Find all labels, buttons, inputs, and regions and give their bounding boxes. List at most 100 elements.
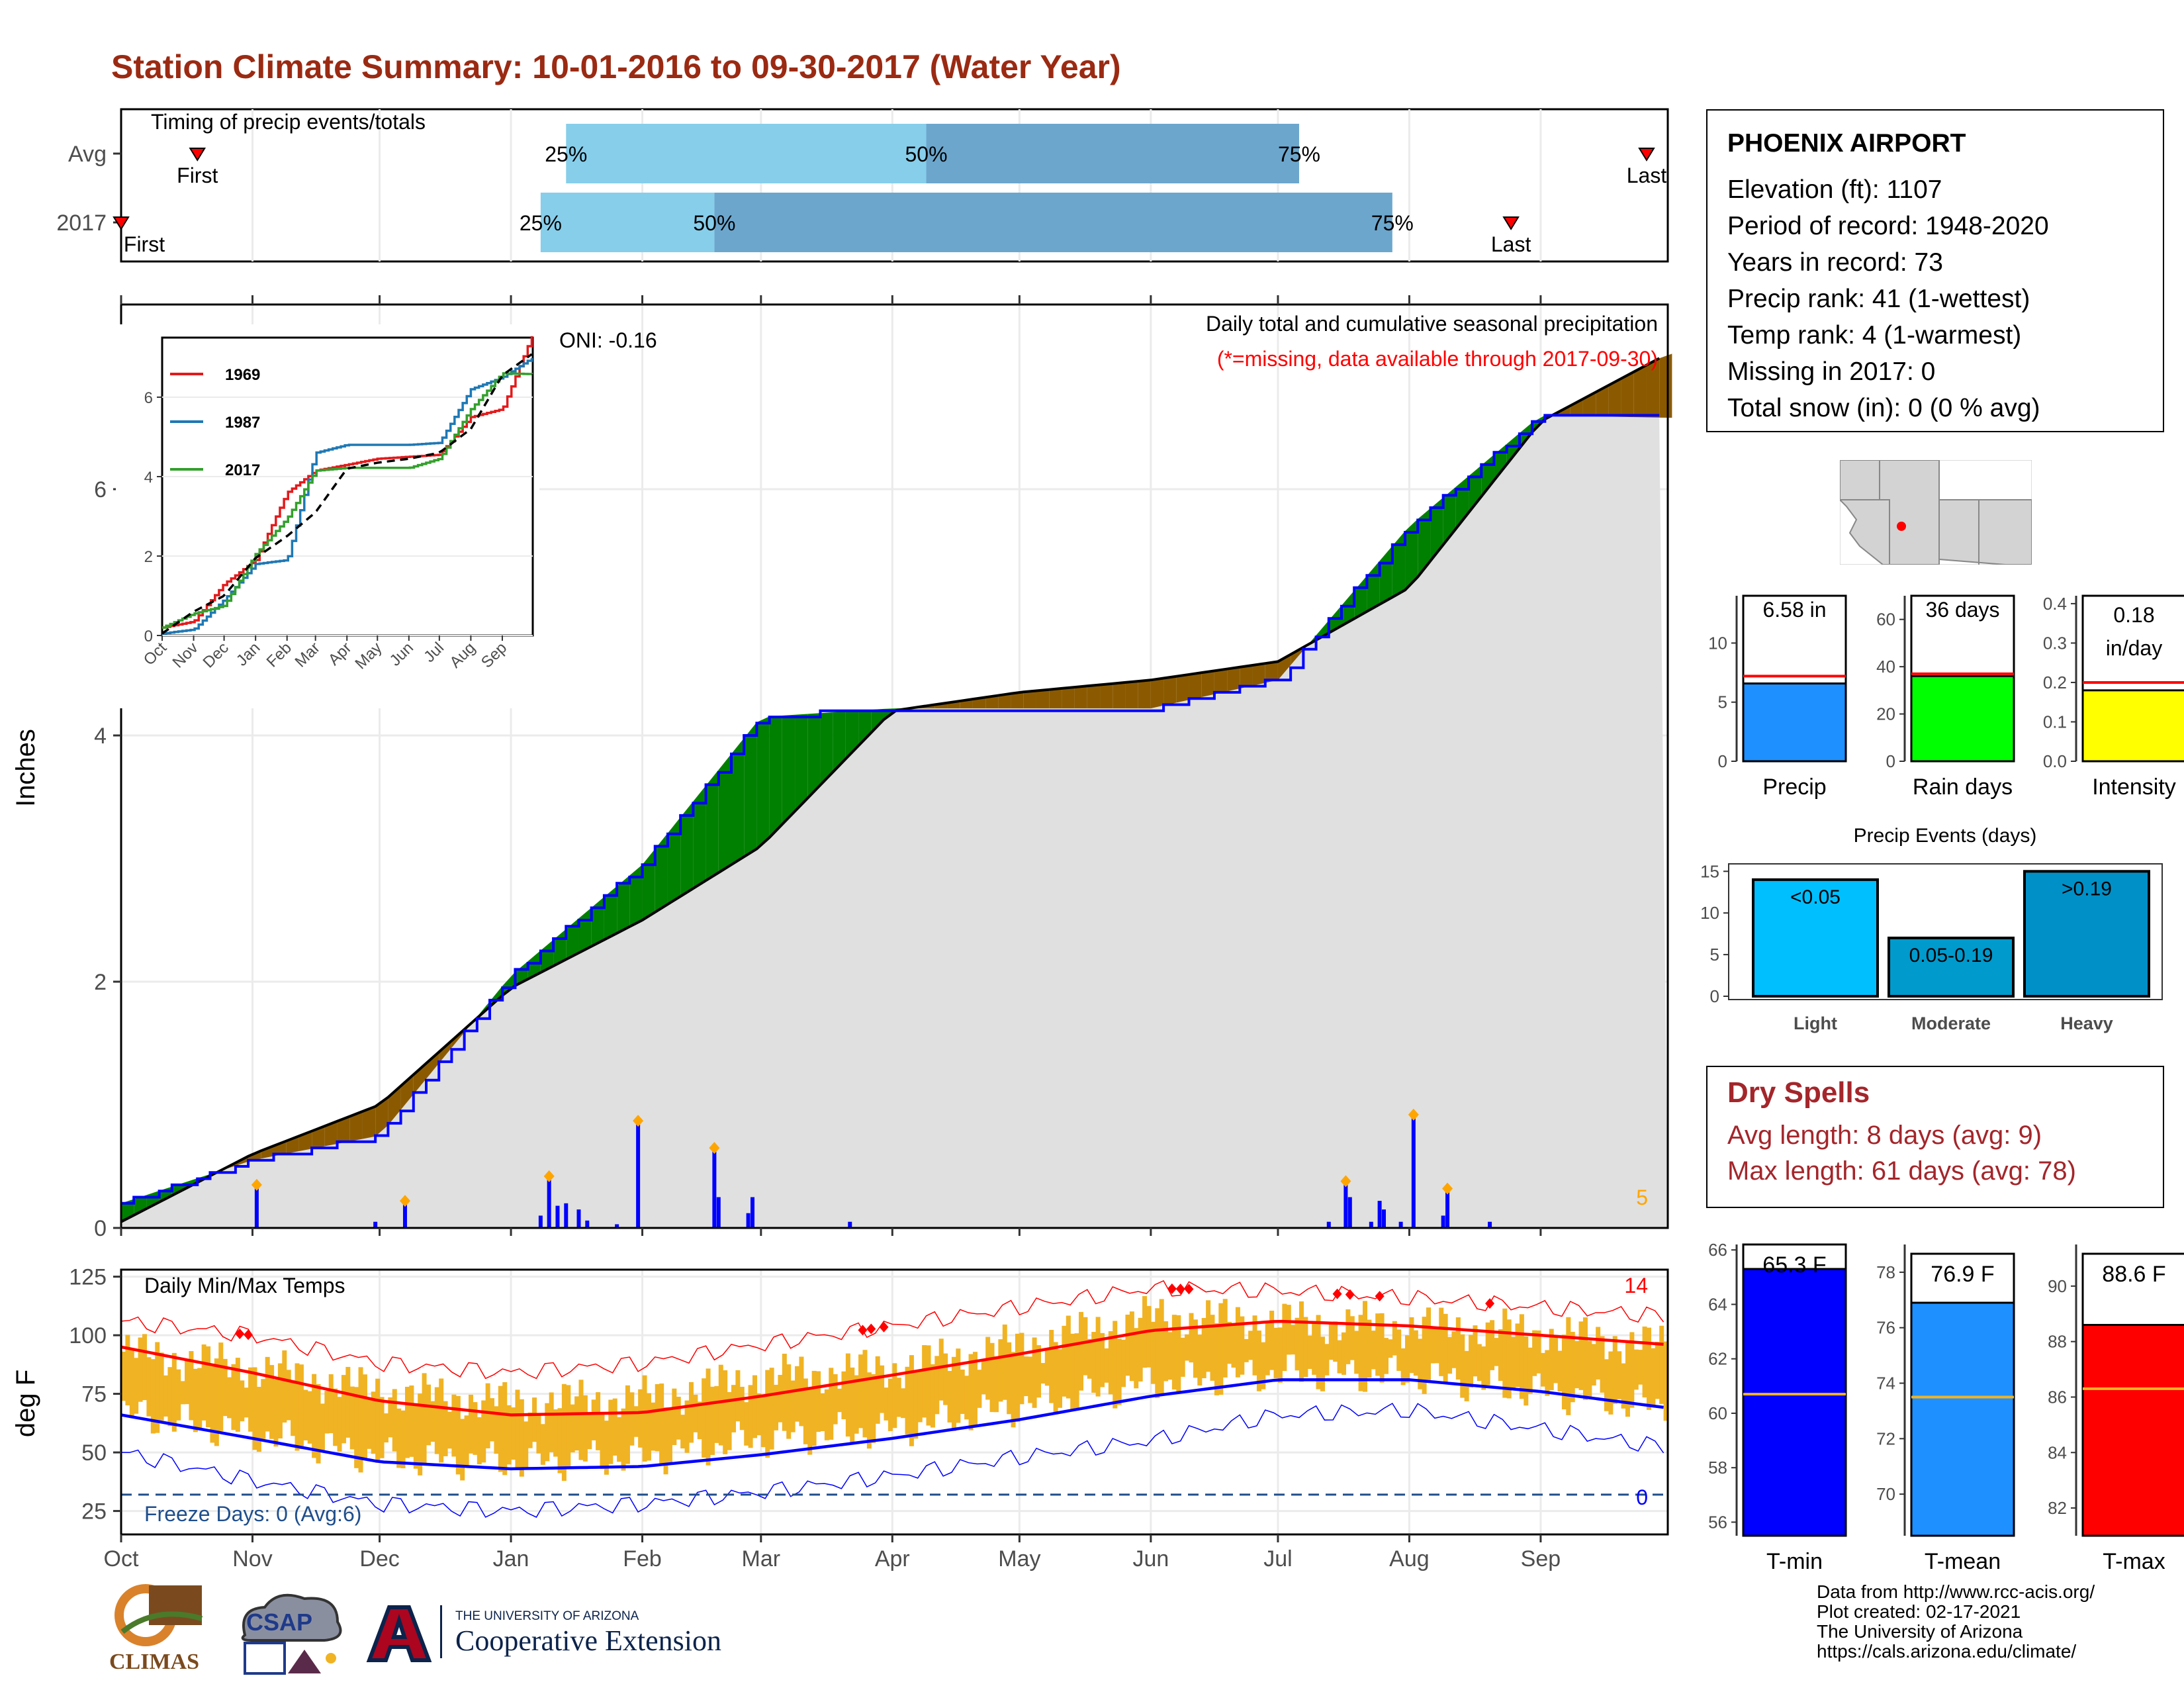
daily-temp-bar: [1363, 1301, 1368, 1392]
daily-temp-bar: [887, 1378, 893, 1431]
first-label: First: [177, 164, 218, 187]
precip-departure-area: [324, 1121, 338, 1147]
daily-temp-bar: [1032, 1337, 1037, 1408]
precip-departure-area: [1125, 681, 1138, 709]
record-high-marker: [1332, 1288, 1342, 1299]
daily-temp-bar: [358, 1367, 363, 1473]
daily-temp-bar: [1244, 1338, 1249, 1362]
daily-temp-bar: [146, 1357, 152, 1417]
daily-temp-bar: [790, 1380, 796, 1432]
daily-temp-bar: [400, 1410, 406, 1469]
daily-temp-bar: [1087, 1338, 1092, 1379]
temp-bar-value: [1910, 1301, 2015, 1537]
daily-temp-bar: [922, 1345, 927, 1418]
daily-temp-bar: [1413, 1330, 1418, 1376]
precip-departure-area: [795, 714, 808, 812]
daily-temp-bar: [926, 1345, 931, 1426]
timing-label-25: 25%: [545, 142, 587, 166]
daily-temp-bar: [880, 1365, 885, 1413]
daily-temp-bar: [333, 1388, 338, 1446]
daily-temp-bar: [820, 1393, 825, 1432]
daily-temp-bar: [642, 1375, 647, 1462]
daily-temp-bar: [578, 1380, 584, 1460]
daily-temp-bar: [1015, 1333, 1020, 1422]
precip-departure-area: [426, 1052, 439, 1079]
daily-temp-bar: [1150, 1321, 1156, 1384]
precip-departure-area: [731, 737, 745, 865]
events-ytick-label: 0: [1710, 986, 1719, 1006]
small-bar-tick-label: 10: [1708, 633, 1727, 653]
daily-temp-bar: [1532, 1330, 1537, 1376]
precip-ylabel: Inches: [11, 729, 40, 807]
daily-temp-bar: [312, 1374, 317, 1458]
daily-temp-bar: [977, 1370, 982, 1408]
daily-temp-bar: [1210, 1315, 1215, 1381]
daily-temp-bar: [646, 1393, 651, 1461]
temp-bar-tick-label: 56: [1708, 1512, 1727, 1532]
daily-temp-bar: [1235, 1307, 1240, 1378]
daily-temp-bar: [477, 1417, 482, 1465]
daily-temp-bar: [702, 1378, 707, 1458]
event-bar-moderate: [1888, 936, 2015, 998]
temp-panel-title: Daily Min/Max Temps: [144, 1274, 345, 1297]
record-high-marker: [1375, 1291, 1385, 1302]
daily-temp-bar: [1286, 1305, 1291, 1355]
inset-line-1987: [162, 358, 533, 635]
daily-temp-bar: [1180, 1337, 1185, 1377]
daily-temp-bar: [1502, 1308, 1508, 1398]
daily-temp-bar: [943, 1353, 948, 1405]
daily-temp-bar: [913, 1371, 919, 1439]
daily-precip-bar: [402, 1201, 407, 1228]
event-diamond: [1340, 1175, 1351, 1188]
precip-departure-area: [146, 1190, 159, 1209]
precip-departure-area: [858, 710, 872, 746]
small-bar-tick-label: 0.4: [2043, 594, 2067, 614]
daily-temp-bar: [1104, 1348, 1109, 1383]
daily-precip-bar: [1369, 1221, 1373, 1228]
daily-temp-bar: [490, 1398, 495, 1442]
daily-temp-bar: [519, 1399, 524, 1477]
dry-spells-max: Max length: 61 days (avg: 78): [1727, 1156, 2076, 1186]
daily-precip-bar: [712, 1148, 717, 1228]
daily-temp-bar: [210, 1366, 215, 1443]
small-bar-tick-label: 0.2: [2043, 673, 2067, 692]
daily-temp-bar: [1011, 1352, 1016, 1428]
temp-bar-value-label: 88.6 F: [2102, 1262, 2165, 1287]
daily-precip-bar: [564, 1203, 569, 1228]
temp-ylabel: deg F: [11, 1370, 40, 1437]
daily-temp-bar: [968, 1354, 974, 1430]
event-diamond: [633, 1115, 644, 1127]
small-bar-tick-label: 0.0: [2043, 751, 2067, 771]
daily-temp-bar: [1222, 1299, 1228, 1378]
temp-bar-tick-label: 70: [1876, 1484, 1895, 1504]
daily-temp-bar: [1629, 1332, 1635, 1408]
last-marker: [1502, 216, 1520, 230]
daily-temp-bar: [527, 1412, 533, 1448]
location-map: [1840, 460, 2032, 565]
daily-temp-bar: [159, 1352, 164, 1421]
daily-temp-bar: [1282, 1303, 1287, 1372]
daily-temp-bar: [1515, 1323, 1520, 1387]
daily-temp-bar: [1066, 1315, 1071, 1399]
precip-departure-area: [1214, 669, 1228, 694]
timing-title: Timing of precip events/totals: [151, 110, 426, 134]
daily-temp-bar: [960, 1369, 965, 1415]
precip-departure-area: [1418, 508, 1431, 577]
first-marker: [113, 216, 130, 230]
record-high-marker: [879, 1321, 889, 1333]
credit-url: https://cals.arizona.edu/climate/: [1817, 1641, 2077, 1662]
event-diamond: [399, 1195, 410, 1207]
daily-temp-bar: [549, 1392, 554, 1452]
daily-precip-bar: [746, 1213, 751, 1228]
freeze-days-count: 0: [1636, 1485, 1648, 1509]
temp-bar-value-label: 65.3 F: [1762, 1252, 1826, 1278]
credit-plot-created: Plot created: 02-17-2021: [1817, 1601, 2021, 1622]
daily-temp-bar: [718, 1364, 723, 1446]
daily-temp-bar: [1095, 1317, 1101, 1397]
temp-bar-label: T-max: [2103, 1549, 2165, 1574]
small-bar-label: Rain days: [1913, 774, 2013, 800]
daily-temp-bar: [1273, 1327, 1279, 1379]
daily-temp-bar: [972, 1352, 978, 1427]
timing-bar-25-50: [540, 193, 715, 252]
daily-temp-bar: [371, 1391, 376, 1454]
